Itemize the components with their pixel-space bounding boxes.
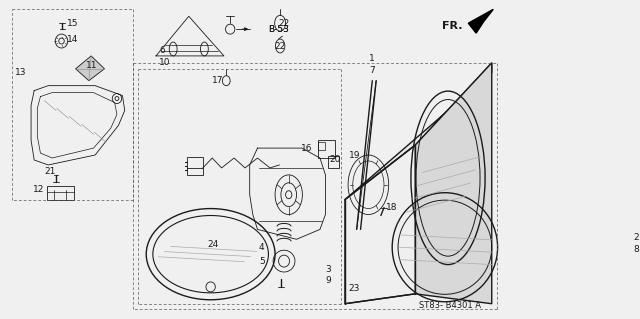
Bar [317,140,335,158]
Text: 18: 18 [385,203,397,212]
Text: 19: 19 [349,151,360,160]
Text: 22: 22 [275,42,286,51]
Text: 13: 13 [15,68,27,77]
Text: 7: 7 [369,66,375,75]
Polygon shape [76,56,104,81]
Text: 15: 15 [67,19,79,28]
Text: B-53: B-53 [268,25,289,33]
Bar [47,186,74,200]
Text: 24: 24 [207,240,218,249]
Text: 3: 3 [325,264,331,273]
Polygon shape [345,63,492,200]
Text: 14: 14 [67,34,78,44]
Text: 5: 5 [259,256,265,266]
Text: 9: 9 [325,277,331,286]
Text: 6: 6 [159,47,165,56]
Polygon shape [345,145,415,304]
Text: 23: 23 [349,284,360,293]
Text: 12: 12 [33,185,44,194]
Text: 20: 20 [330,155,340,165]
Bar [317,142,325,150]
Text: 11: 11 [86,61,97,70]
Text: 17: 17 [212,76,224,85]
Text: 10: 10 [159,58,171,67]
Polygon shape [468,9,493,33]
Text: 4: 4 [259,243,265,252]
Polygon shape [415,63,492,304]
Text: 8: 8 [634,245,639,254]
Bar [328,156,339,168]
Text: 2: 2 [634,233,639,242]
Text: 16: 16 [301,144,312,152]
Text: ST83- B4301 A: ST83- B4301 A [419,301,481,310]
Text: B-53: B-53 [268,25,289,33]
Bar [188,157,203,175]
Text: 22: 22 [278,19,290,28]
Text: FR.: FR. [442,21,462,31]
Text: 1: 1 [369,54,375,63]
Text: 21: 21 [44,167,56,176]
